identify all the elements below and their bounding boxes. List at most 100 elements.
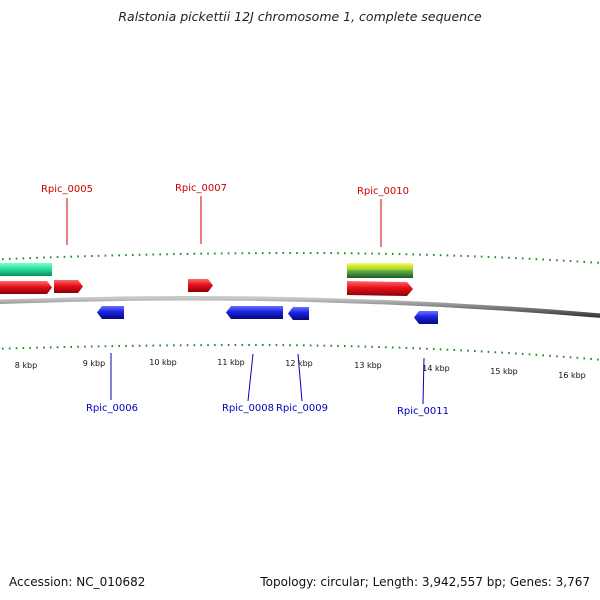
forward-gene-arrow[interactable] bbox=[54, 280, 83, 293]
forward-gene-labels: Rpic_0005 Rpic_0007 Rpic_0010 bbox=[41, 183, 409, 247]
minor-tick bbox=[528, 257, 531, 260]
minor-tick bbox=[90, 345, 93, 348]
minor-tick bbox=[166, 344, 168, 347]
minor-tick bbox=[15, 347, 18, 350]
minor-tick bbox=[200, 252, 202, 255]
minor-tick bbox=[36, 346, 38, 349]
forward-gene-track bbox=[0, 279, 413, 296]
minor-tick bbox=[261, 252, 264, 255]
minor-tick bbox=[309, 344, 312, 347]
minor-tick bbox=[521, 257, 524, 260]
gene-label-rpic-0007[interactable]: Rpic_0007 bbox=[175, 183, 227, 194]
minor-tick bbox=[556, 355, 558, 358]
minor-tick bbox=[77, 345, 79, 348]
minor-tick bbox=[521, 352, 524, 355]
gene-label-rpic-0009[interactable]: Rpic_0009 bbox=[276, 403, 328, 414]
forward-gene-arrow[interactable] bbox=[347, 281, 413, 296]
minor-tick bbox=[344, 252, 346, 255]
gene-label-rpic-0008[interactable]: Rpic_0008 bbox=[222, 403, 274, 414]
minor-tick bbox=[282, 252, 285, 255]
minor-tick bbox=[296, 344, 298, 347]
minor-tick bbox=[70, 255, 73, 258]
reverse-gene-arrow[interactable] bbox=[414, 311, 438, 324]
minor-tick bbox=[166, 253, 168, 256]
forward-gene-arrow[interactable] bbox=[0, 281, 52, 294]
minor-tick bbox=[453, 254, 456, 257]
minor-tick bbox=[412, 253, 415, 256]
minor-tick bbox=[330, 252, 332, 255]
minor-tick bbox=[15, 257, 18, 260]
minor-tick bbox=[556, 259, 558, 262]
minor-tick bbox=[467, 255, 469, 258]
minor-tick bbox=[63, 346, 66, 349]
minor-tick bbox=[173, 344, 175, 347]
gene-label-rpic-0011[interactable]: Rpic_0011 bbox=[397, 406, 449, 417]
minor-tick bbox=[569, 356, 572, 359]
minor-tick bbox=[501, 256, 503, 259]
minor-tick bbox=[207, 344, 209, 347]
kbp-label: 15 kbp bbox=[490, 367, 518, 376]
reverse-gene-track bbox=[97, 306, 438, 324]
minor-tick bbox=[49, 346, 52, 349]
minor-tick bbox=[323, 344, 326, 347]
rna-gene-feature[interactable] bbox=[0, 263, 52, 276]
minor-tick bbox=[132, 253, 134, 256]
minor-tick bbox=[296, 252, 298, 254]
minor-tick bbox=[255, 252, 257, 255]
minor-tick bbox=[200, 344, 202, 347]
minor-tick bbox=[590, 261, 592, 264]
minor-tick bbox=[118, 254, 120, 257]
forward-gene-arrow[interactable] bbox=[188, 279, 213, 292]
minor-tick bbox=[316, 344, 319, 347]
minor-tick bbox=[241, 252, 244, 255]
kbp-label: 10 kbp bbox=[149, 358, 177, 367]
minor-tick bbox=[597, 358, 599, 361]
gene-label-rpic-0005[interactable]: Rpic_0005 bbox=[41, 184, 93, 195]
other-gene-feature[interactable] bbox=[347, 263, 413, 278]
minor-tick bbox=[542, 354, 544, 357]
minor-tick bbox=[357, 345, 360, 348]
minor-tick bbox=[350, 252, 353, 255]
minor-tick bbox=[364, 345, 367, 348]
minor-tick bbox=[508, 256, 510, 259]
minor-tick bbox=[207, 252, 209, 255]
minor-tick bbox=[303, 344, 305, 347]
kbp-label: 16 kbp bbox=[558, 371, 586, 380]
minor-tick bbox=[268, 252, 271, 255]
minor-tick bbox=[364, 252, 367, 255]
minor-tick bbox=[487, 350, 490, 353]
minor-tick bbox=[104, 345, 107, 348]
minor-tick bbox=[90, 255, 93, 258]
minor-tick bbox=[474, 255, 476, 258]
reverse-gene-arrow[interactable] bbox=[97, 306, 124, 319]
minor-tick bbox=[220, 344, 223, 347]
minor-tick bbox=[501, 351, 503, 354]
minor-tick bbox=[234, 252, 237, 255]
minor-tick bbox=[132, 344, 134, 347]
chromosome-backbone bbox=[0, 295, 600, 318]
minor-tick bbox=[508, 352, 510, 355]
minor-tick bbox=[474, 350, 476, 353]
reverse-gene-arrow[interactable] bbox=[288, 307, 309, 320]
minor-tick bbox=[426, 253, 428, 256]
minor-tick bbox=[193, 344, 196, 347]
minor-tick bbox=[412, 347, 415, 350]
minor-tick bbox=[97, 345, 100, 348]
minor-tick bbox=[43, 346, 45, 349]
reverse-gene-labels: Rpic_0006 Rpic_0008 Rpic_0009 Rpic_0011 bbox=[86, 353, 449, 417]
minor-tick bbox=[487, 255, 490, 258]
minor-tick bbox=[248, 252, 250, 255]
minor-tick bbox=[227, 344, 230, 347]
minor-tick bbox=[549, 258, 551, 261]
gene-label-rpic-0010[interactable]: Rpic_0010 bbox=[357, 186, 409, 197]
minor-tick bbox=[460, 349, 462, 352]
kbp-scale-labels: 8 kbp 9 kbp 10 kbp 11 kbp 12 kbp 13 kbp … bbox=[15, 358, 586, 380]
minor-tick bbox=[179, 344, 182, 347]
minor-tick bbox=[8, 347, 11, 350]
gene-label-rpic-0006[interactable]: Rpic_0006 bbox=[86, 403, 138, 414]
minor-tick bbox=[426, 347, 428, 350]
reverse-gene-arrow[interactable] bbox=[226, 306, 283, 319]
minor-tick bbox=[145, 344, 148, 347]
minor-tick bbox=[2, 347, 4, 350]
